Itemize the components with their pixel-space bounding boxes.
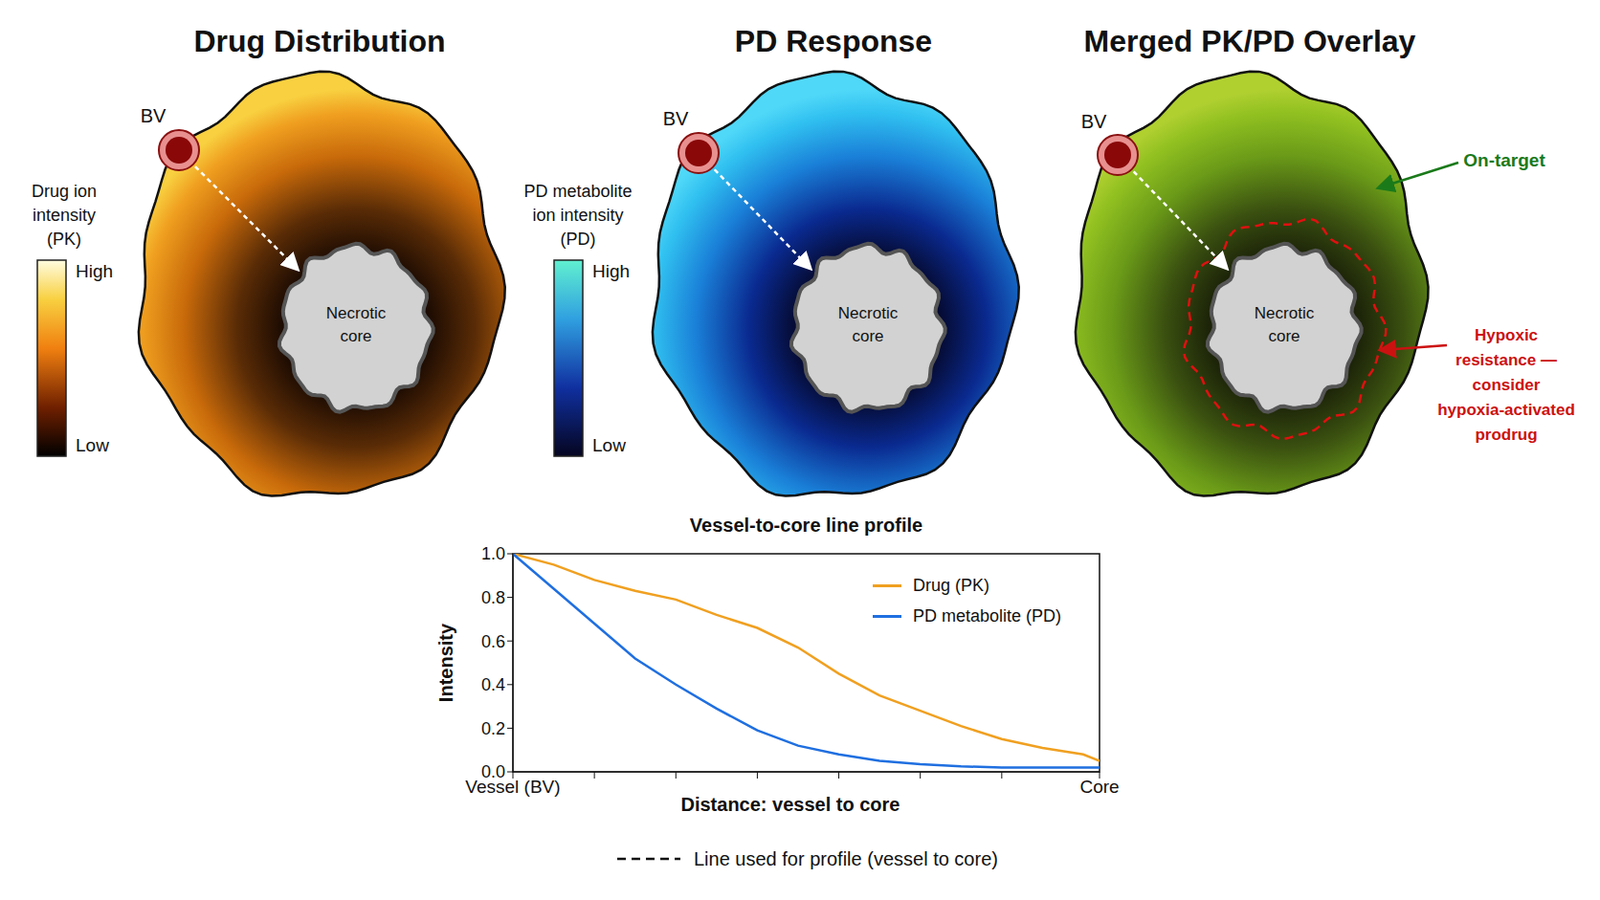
- svg-text:On-target: On-target: [1463, 150, 1546, 171]
- svg-text:Drug Distribution: Drug Distribution: [193, 23, 445, 59]
- svg-text:core: core: [1267, 327, 1300, 346]
- svg-text:PD Response: PD Response: [734, 23, 933, 59]
- svg-text:consider: consider: [1472, 376, 1541, 395]
- html-text:Distance: vessel to core: Distance: vessel to core: [680, 794, 900, 816]
- svg-text:0.8: 0.8: [481, 588, 506, 608]
- html-text:Drug (PK): Drug (PK): [912, 575, 990, 595]
- svg-text:0.0: 0.0: [481, 762, 506, 782]
- svg-text:1.0: 1.0: [481, 544, 506, 564]
- svg-text:(PK): (PK): [46, 229, 82, 249]
- svg-text:0.4: 0.4: [481, 675, 506, 695]
- svg-text:Low: Low: [592, 435, 626, 456]
- svg-text:Line used for profile (vessel: Line used for profile (vessel to core): [693, 848, 999, 870]
- html-text:PD metabolite (PD): PD metabolite (PD): [912, 606, 1062, 626]
- svg-text:Hypoxic: Hypoxic: [1474, 326, 1538, 345]
- svg-text:Necrotic: Necrotic: [326, 304, 387, 323]
- svg-text:Necrotic: Necrotic: [1254, 304, 1315, 323]
- svg-text:hypoxia-activated: hypoxia-activated: [1437, 400, 1576, 420]
- svg-text:prodrug: prodrug: [1474, 425, 1537, 445]
- svg-text:0.6: 0.6: [481, 632, 506, 652]
- svg-text:Drug ion: Drug ion: [31, 181, 97, 201]
- svg-text:High: High: [75, 261, 113, 282]
- svg-text:resistance —: resistance —: [1455, 351, 1557, 370]
- svg-text:0.2: 0.2: [481, 719, 506, 739]
- svg-text:core: core: [851, 327, 884, 346]
- html-text:Vessel-to-core line profile: Vessel-to-core line profile: [689, 514, 923, 536]
- svg-text:Core: Core: [1079, 777, 1119, 798]
- svg-text:BV: BV: [140, 105, 167, 127]
- html-text:Intensity: Intensity: [434, 623, 456, 703]
- svg-text:BV: BV: [663, 108, 689, 130]
- svg-text:High: High: [592, 261, 630, 282]
- svg-text:BV: BV: [1081, 111, 1108, 133]
- svg-text:PD metabolite: PD metabolite: [523, 181, 632, 201]
- svg-text:(PD): (PD): [560, 229, 597, 249]
- svg-text:Merged PK/PD Overlay: Merged PK/PD Overlay: [1084, 23, 1417, 59]
- svg-text:Vessel (BV): Vessel (BV): [465, 777, 560, 798]
- svg-text:Necrotic: Necrotic: [838, 304, 899, 323]
- svg-text:intensity: intensity: [32, 205, 96, 225]
- svg-text:Low: Low: [75, 435, 110, 456]
- svg-text:ion intensity: ion intensity: [532, 205, 623, 225]
- svg-text:core: core: [339, 327, 372, 346]
